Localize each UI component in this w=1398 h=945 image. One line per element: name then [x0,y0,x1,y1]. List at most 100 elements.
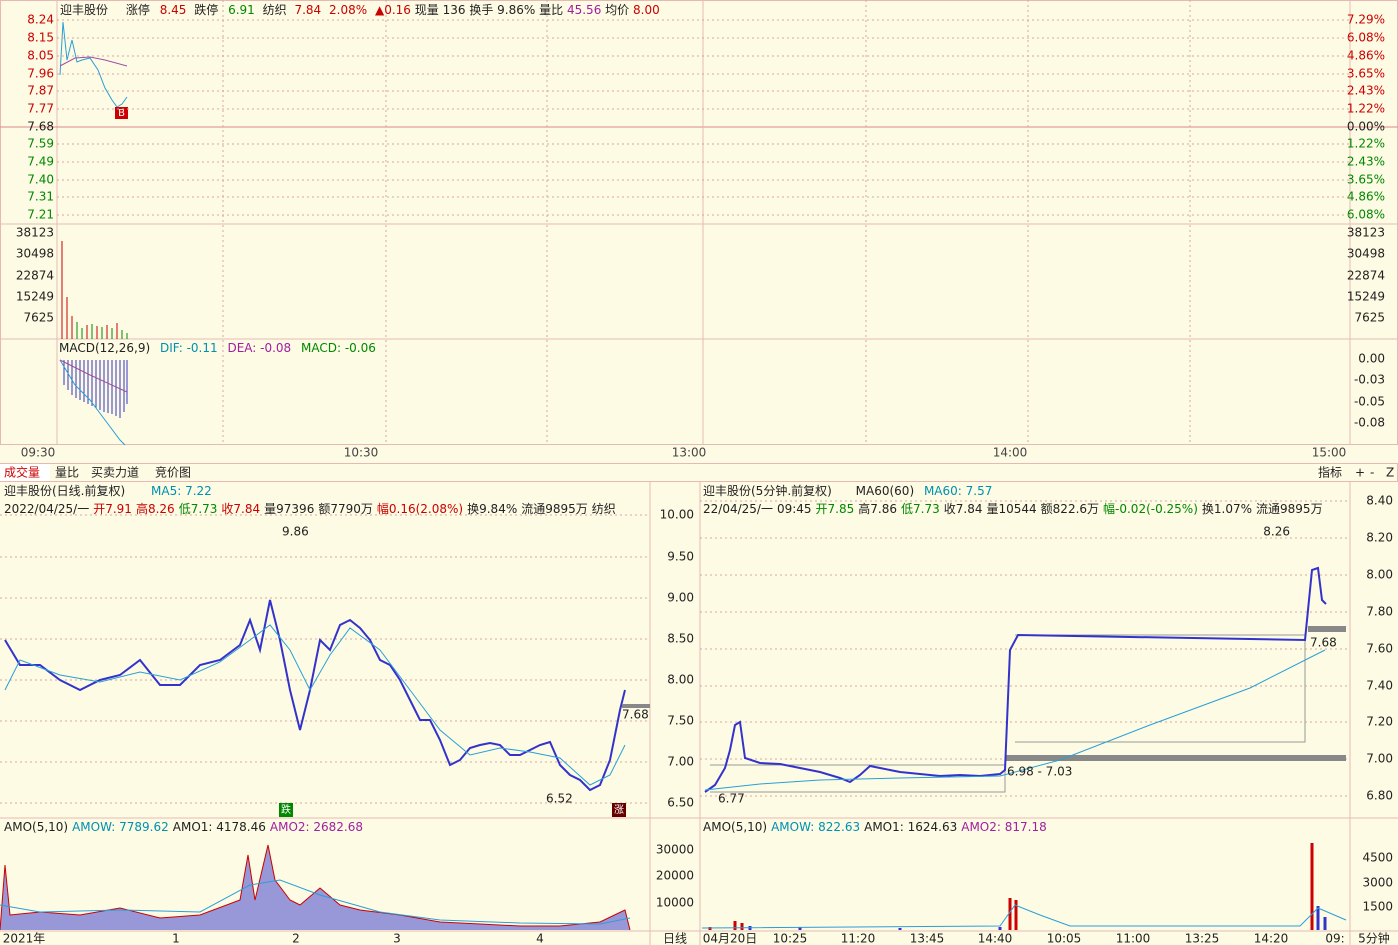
minute-amo-header: AMO(5,10) AMOW: 822.63 AMO1: 1624.63 AMO2: … [703,820,1047,834]
time-tick-label: 10:30 [344,446,379,460]
quote-header: 迎丰股份 涨停 8.45 跌停 6.91 纺织 7.84 2.08% ▲0.16… [60,2,660,17]
info-item: AMO(5,10) [4,820,68,834]
tool-button[interactable]: 指标 [1318,465,1342,480]
volume-tick-label: 38123 [16,226,54,240]
amo-tick-label: 30000 [656,843,694,857]
x-tick-label: 10:05 [1047,932,1082,945]
macd-header: MACD(12,26,9) DIF: -0.11 DEA: -0.08 MACD… [59,341,376,355]
tab[interactable]: 成交量 [4,465,40,480]
x-tick-label: 3 [393,932,401,945]
amo-tick-label: 1500 [1362,900,1393,914]
daily-amo-ma [0,879,631,925]
tool-button[interactable]: Z [1386,466,1394,480]
avg-line [59,56,128,67]
info-item: 量10544 [986,502,1036,516]
price-tick-label: 7.49 [27,155,54,169]
volume-bars [61,241,118,339]
price-tick-label: 7.96 [27,67,54,81]
daily-tick-label: 9.00 [667,591,694,605]
x-tick-label: 2 [292,932,300,945]
minute-ma60 [704,649,1326,791]
price-tick-label: 8.24 [27,13,54,27]
pct-tick-label: 1.22% [1347,137,1385,151]
pct-tick-label: 4.86% [1347,49,1385,63]
minute-tick-label: 6.80 [1366,789,1393,803]
amo-tick-label: 10000 [656,896,694,910]
value: 7.84 [294,3,321,17]
info-item: AMOW: 822.63 [771,820,860,834]
ma5: MA5: 7.22 [151,484,212,498]
tab[interactable]: 买卖力道 [91,466,139,480]
pct-tick-label: 3.65% [1347,67,1385,81]
info-item: 收7.84 [944,502,983,516]
pct-tick-label: 2.43% [1347,84,1385,98]
price-tick-label: 7.87 [27,84,54,98]
info-item: 纺织 [592,502,616,516]
last-label: 7.68 [622,708,649,722]
x-tick-label: 1 [172,932,180,945]
high-label: 9.86 [282,525,309,539]
price-band [1005,626,1346,761]
info-item: 额7790万 [318,502,373,516]
volume-tick-label: 7625 [1354,311,1385,325]
buy-marker [115,107,128,119]
info-item: 换1.07% [1202,502,1252,516]
label: 换手 [469,3,493,17]
pct-tick-label: 2.43% [1347,155,1385,169]
info-item: 低7.73 [179,502,218,516]
minute-tick-label: 7.80 [1366,605,1393,619]
range-label: 6.98 - 7.03 [1007,765,1072,779]
label: 跌停 [194,2,218,17]
pct-tick-label: 3.65% [1347,173,1385,187]
dif-line [59,359,126,446]
volume-tick-label: 30498 [1347,247,1385,261]
x-tick-label: 4 [536,932,544,945]
volume-bars [76,322,128,339]
price-tick-label: 7.40 [27,173,54,187]
daily-close [4,599,626,792]
x-tick-label: 11:00 [1116,932,1151,945]
period-label: 5分钟 [1358,931,1390,945]
x-tick-label: 10:25 [773,932,808,945]
label: 纺织 [263,3,287,17]
minute-tick-label: 7.00 [1366,752,1393,766]
down-marker-label: 跌 [281,803,291,816]
info-item: 高7.86 [858,501,897,516]
tool-button[interactable]: + [1355,466,1365,480]
info-item: 低7.73 [901,502,940,516]
daily-tick-label: 9.50 [667,550,694,564]
price-tick-label: 7.77 [27,102,54,116]
amo-tick-label: 3000 [1362,876,1393,890]
ma60: MA60: 7.57 [924,484,992,498]
label: 涨停 [126,2,150,17]
value: 45.56 [567,3,601,17]
info-item: AMO2: 2682.68 [270,820,363,834]
info-item: 收7.84 [221,502,260,516]
time-tick-label: 09:30 [21,446,56,460]
macd-tick-label: -0.08 [1354,416,1385,430]
amo-tick-label: 4500 [1362,851,1393,865]
info-item: 换9.84% [467,502,517,516]
volume-tick-label: 7625 [23,311,54,325]
tab[interactable]: 量比 [55,466,79,480]
tab[interactable]: 竞价图 [155,466,191,480]
info-item: 幅0.16(2.08%) [377,501,463,516]
tool-button[interactable]: - [1370,466,1374,480]
info-item: AMOW: 7789.62 [72,820,169,834]
minute-tick-label: 7.60 [1366,642,1393,656]
low-label: 6.77 [718,792,745,806]
daily-tick-label: 7.50 [667,714,694,728]
volume-tick-label: 15249 [1347,290,1385,304]
pct-tick-label: 0.00% [1347,120,1385,134]
stock-name: 迎丰股份 [60,3,108,17]
minute-header: 迎丰股份(5分钟.前复权) MA60(60) MA60: 7.57 [703,483,992,498]
active-tab [0,464,50,481]
time-tick-label: 13:00 [672,446,707,460]
info-item: 开7.85 [816,502,855,516]
value: 8.45 [160,3,187,17]
daily-amount [0,844,631,931]
price-tick-label: 7.59 [27,137,54,151]
volume-tick-label: 38123 [1347,226,1385,240]
